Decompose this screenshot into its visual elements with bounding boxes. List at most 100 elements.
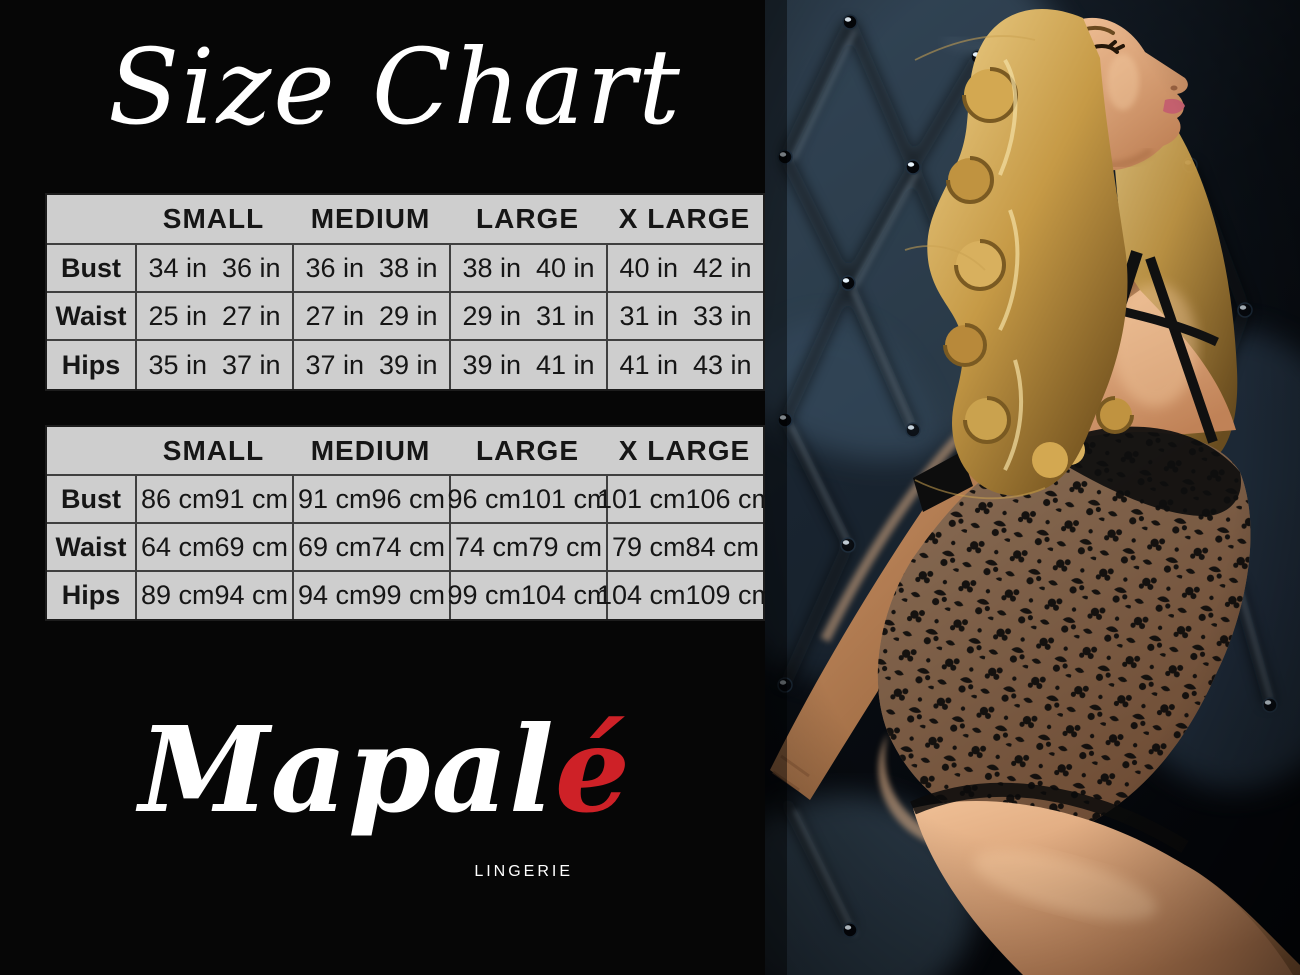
header-large: LARGE (476, 434, 579, 466)
row-label-hips: Hips (47, 570, 135, 619)
model-photo-panel (665, 0, 1300, 975)
size-value: 109 cm (685, 580, 775, 610)
bust-large-cell: 38 in 40 in (449, 243, 606, 291)
waist-large-cell: 29 in 31 in (449, 291, 606, 339)
size-value: 29 in (378, 300, 438, 331)
bust-xlarge-cell: 101 cm 106 cm (597, 474, 774, 522)
vignette (765, 0, 1300, 975)
size-value: 31 in (535, 300, 595, 331)
header-medium: MEDIUM (310, 203, 431, 234)
size-value: 37 in (305, 349, 365, 380)
size-value: 64 cm (140, 531, 215, 562)
size-value: 104 cm (596, 580, 686, 610)
size-value: 84 cm (685, 531, 760, 562)
size-value: 33 in (692, 300, 752, 331)
size-value: 25 in (148, 300, 208, 331)
hips-medium-cell: 37 in 39 in (292, 339, 449, 389)
header-small: SMALL (162, 434, 265, 466)
row-label-bust: Bust (47, 243, 135, 291)
hips-medium-cell: 94 cm 99 cm (292, 570, 449, 619)
size-value: 91 cm (214, 483, 289, 514)
row-label-hips: Hips (47, 339, 135, 389)
brand-name-text: Mapal (139, 700, 555, 839)
size-value: 27 in (305, 300, 365, 331)
size-value: 94 cm (297, 580, 372, 610)
size-value: 36 in (221, 252, 281, 283)
header-medium: MEDIUM (310, 434, 431, 466)
header-large: LARGE (476, 203, 579, 234)
hips-large-cell: 99 cm 104 cm (447, 570, 610, 619)
bust-small-cell: 86 cm 91 cm (135, 474, 292, 522)
row-label-bust: Bust (47, 474, 135, 522)
size-value: 79 cm (528, 531, 603, 562)
header-blank-cell (47, 427, 135, 474)
waist-xlarge-cell: 79 cm 84 cm (606, 522, 763, 570)
header-blank-cell (47, 195, 135, 243)
edge-fade (765, 0, 787, 975)
size-table-centimeters: SMALL MEDIUM LARGE X LARGE Bust 86 cm 91 … (45, 425, 774, 621)
size-value: 41 in (535, 349, 595, 380)
hips-small-cell: 35 in 37 in (135, 339, 292, 389)
size-value: 69 cm (214, 531, 289, 562)
size-value: 42 in (692, 252, 752, 283)
bust-xlarge-cell: 40 in 42 in (606, 243, 763, 291)
hips-large-cell: 39 in 41 in (449, 339, 606, 389)
hips-xlarge-cell: 104 cm 109 cm (597, 570, 774, 619)
size-value: 40 in (619, 252, 679, 283)
size-value: 35 in (148, 349, 208, 380)
size-value: 38 in (462, 252, 522, 283)
bust-medium-cell: 91 cm 96 cm (292, 474, 449, 522)
brand-accent-letter: é (554, 700, 631, 839)
size-value: 69 cm (297, 531, 372, 562)
size-value: 31 in (619, 300, 679, 331)
row-label-waist: Waist (47, 291, 135, 339)
size-value: 86 cm (140, 483, 215, 514)
waist-medium-cell: 27 in 29 in (292, 291, 449, 339)
size-value: 39 in (378, 349, 438, 380)
size-value: 104 cm (521, 580, 610, 610)
size-value: 96 cm (447, 483, 521, 514)
size-value: 99 cm (447, 580, 521, 610)
size-value: 37 in (221, 349, 281, 380)
size-value: 36 in (305, 252, 365, 283)
row-label-waist: Waist (47, 522, 135, 570)
hips-small-cell: 89 cm 94 cm (135, 570, 292, 619)
size-value: 101 cm (521, 483, 610, 514)
size-value: 39 in (462, 349, 522, 380)
brand-logo: Mapalé LINGERIE (135, 693, 635, 880)
size-value: 96 cm (371, 483, 446, 514)
size-value: 40 in (535, 252, 595, 283)
size-value: 29 in (462, 300, 522, 331)
hips-xlarge-cell: 41 in 43 in (606, 339, 763, 389)
size-value: 91 cm (297, 483, 372, 514)
waist-small-cell: 64 cm 69 cm (135, 522, 292, 570)
size-value: 74 cm (454, 531, 529, 562)
header-xlarge: X LARGE (618, 434, 751, 466)
page-title: Size Chart (108, 26, 682, 148)
waist-small-cell: 25 in 27 in (135, 291, 292, 339)
size-value: 101 cm (596, 483, 686, 514)
bust-medium-cell: 36 in 38 in (292, 243, 449, 291)
header-xlarge: X LARGE (618, 203, 751, 234)
bust-small-cell: 34 in 36 in (135, 243, 292, 291)
brand-wordmark: Mapalé (135, 693, 635, 846)
size-value: 99 cm (371, 580, 446, 610)
size-value: 89 cm (140, 580, 215, 610)
waist-medium-cell: 69 cm 74 cm (292, 522, 449, 570)
size-value: 43 in (692, 349, 752, 380)
model-photo (665, 0, 1300, 975)
size-value: 41 in (619, 349, 679, 380)
bust-large-cell: 96 cm 101 cm (447, 474, 610, 522)
size-value: 38 in (378, 252, 438, 283)
size-value: 94 cm (214, 580, 289, 610)
waist-xlarge-cell: 31 in 33 in (606, 291, 763, 339)
header-small: SMALL (162, 203, 265, 234)
size-value: 79 cm (611, 531, 686, 562)
waist-large-cell: 74 cm 79 cm (449, 522, 606, 570)
brand-tagline: LINGERIE (474, 863, 573, 880)
size-table-inches: SMALL MEDIUM LARGE X LARGE Bust 34 in 36 … (45, 193, 765, 391)
size-value: 74 cm (371, 531, 446, 562)
size-value: 106 cm (685, 483, 775, 514)
size-value: 27 in (221, 300, 281, 331)
